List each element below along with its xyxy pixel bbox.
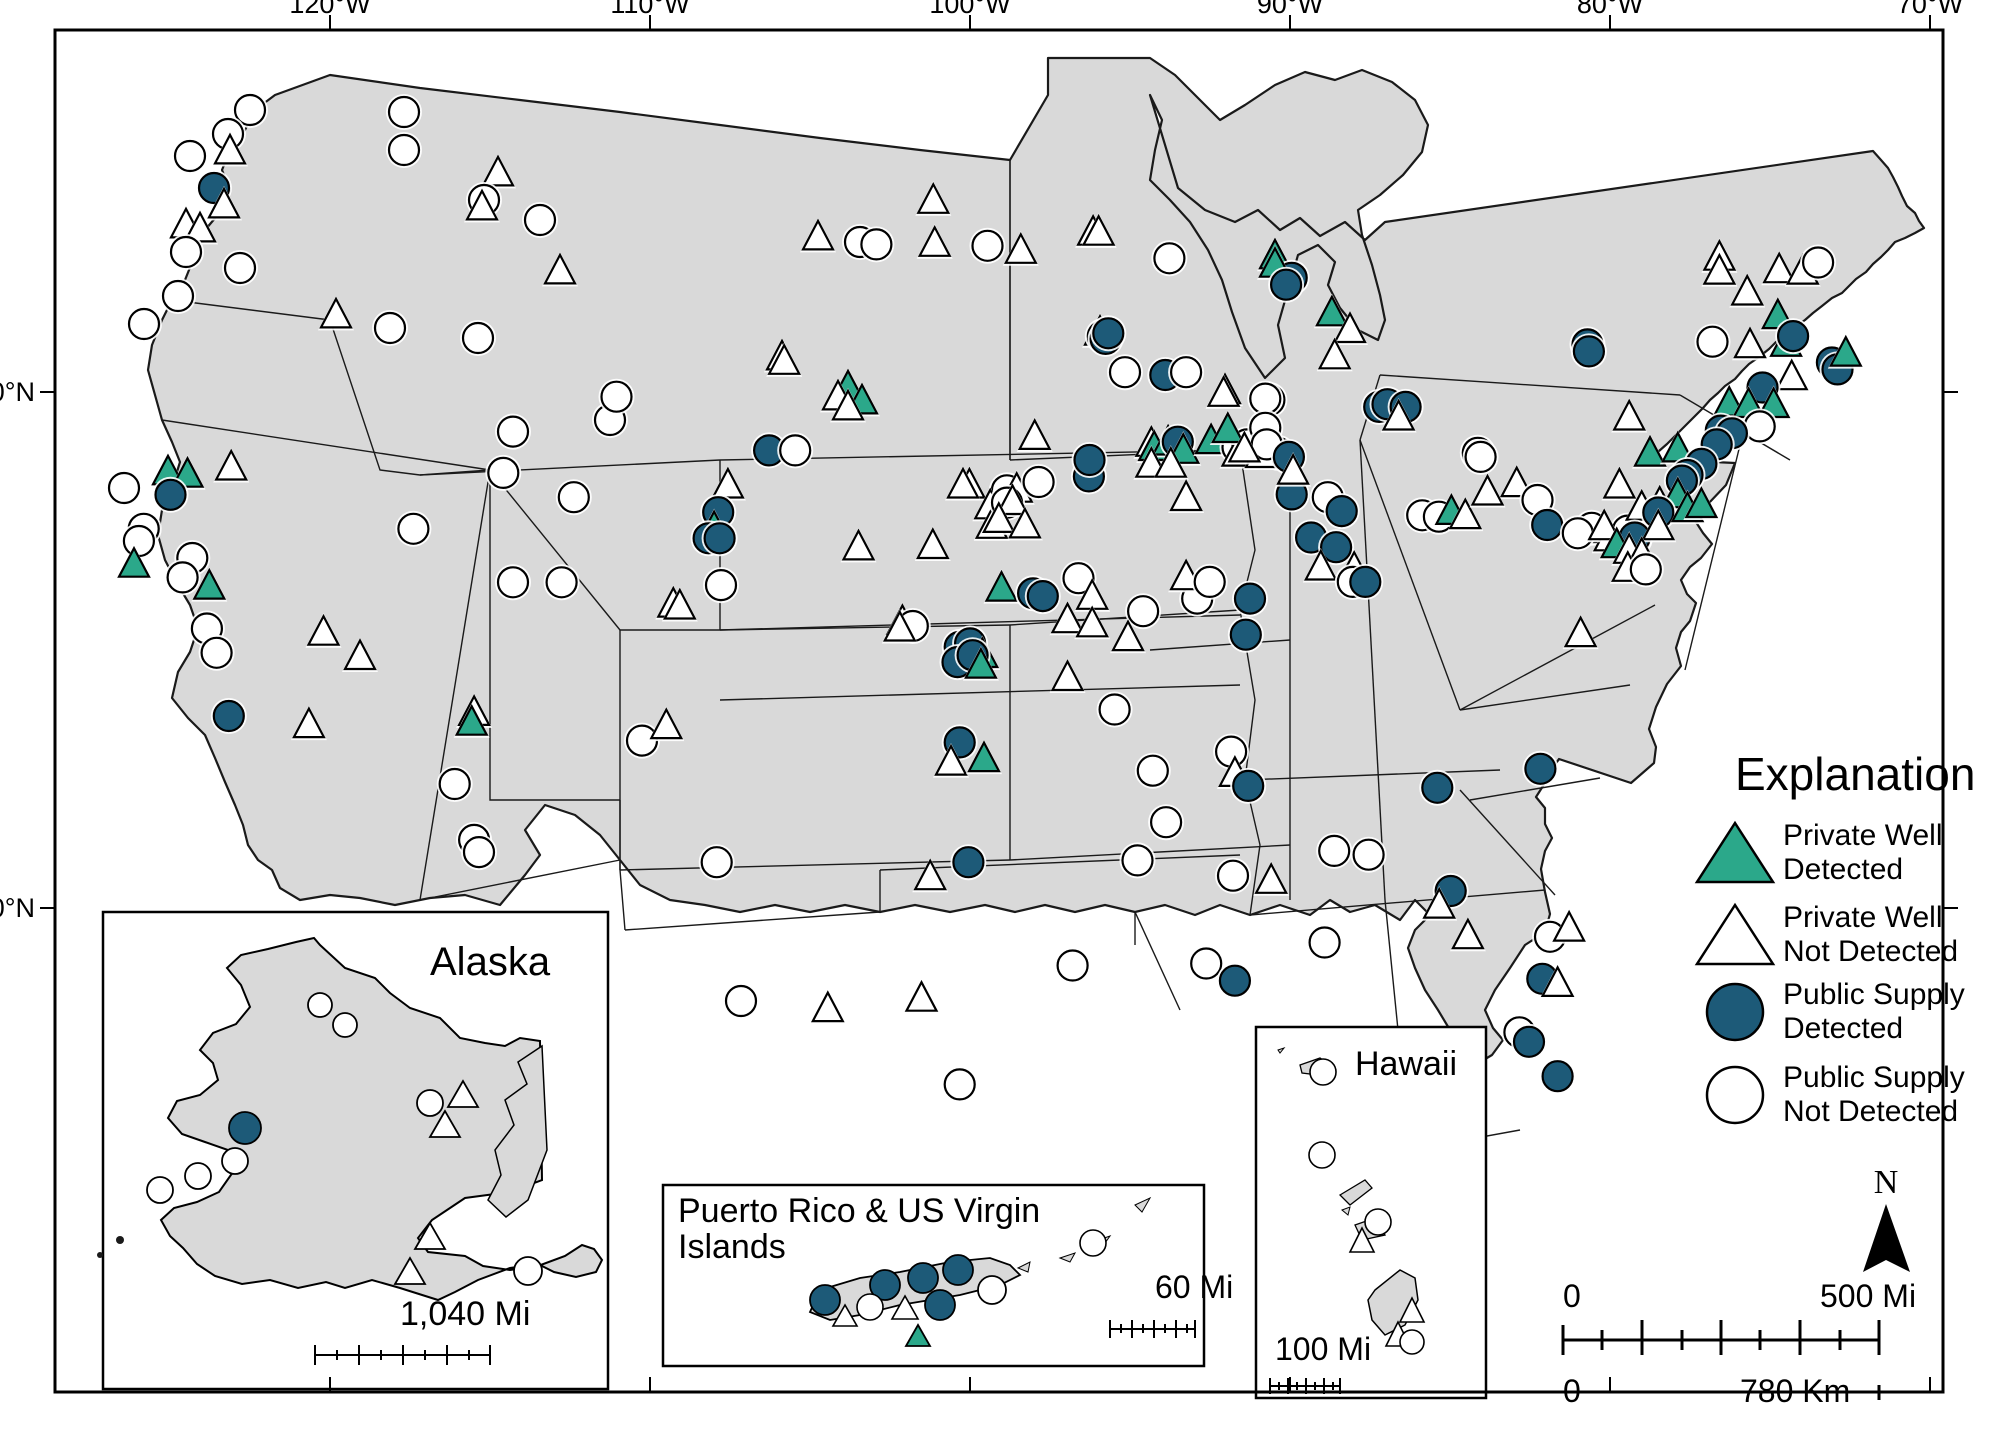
svg-text:780 Km: 780 Km: [1740, 1373, 1850, 1409]
svg-text:100°W: 100°W: [929, 0, 1011, 19]
svg-text:30°N: 30°N: [0, 893, 35, 923]
svg-text:Detected: Detected: [1783, 1012, 1903, 1045]
svg-text:60 Mi: 60 Mi: [1155, 1269, 1233, 1305]
svg-text:Private Well: Private Well: [1783, 901, 1943, 934]
svg-text:80°W: 80°W: [1577, 0, 1644, 19]
svg-text:N: N: [1874, 1164, 1899, 1201]
svg-text:500 Mi: 500 Mi: [1820, 1278, 1916, 1314]
svg-text:40°N: 40°N: [0, 377, 35, 407]
svg-text:Public Supply: Public Supply: [1783, 1061, 1965, 1094]
svg-text:Alaska: Alaska: [430, 940, 551, 984]
svg-text:Detected: Detected: [1783, 853, 1903, 886]
svg-text:Private Well: Private Well: [1783, 819, 1943, 852]
svg-text:110°W: 110°W: [610, 0, 690, 19]
svg-text:Explanation: Explanation: [1735, 748, 1975, 800]
svg-text:0: 0: [1563, 1278, 1581, 1314]
svg-text:100 Mi: 100 Mi: [1275, 1331, 1371, 1367]
svg-text:1,040 Mi: 1,040 Mi: [400, 1295, 530, 1333]
svg-text:Public Supply: Public Supply: [1783, 978, 1965, 1011]
svg-text:70°W: 70°W: [1897, 0, 1964, 19]
svg-text:Islands: Islands: [678, 1228, 786, 1266]
svg-text:120°W: 120°W: [289, 0, 371, 19]
svg-text:Not Detected: Not Detected: [1783, 1095, 1958, 1128]
svg-text:Hawaii: Hawaii: [1355, 1045, 1457, 1083]
svg-text:0: 0: [1563, 1373, 1581, 1409]
svg-text:Not Detected: Not Detected: [1783, 935, 1958, 968]
svg-text:90°W: 90°W: [1257, 0, 1324, 19]
svg-text:Puerto Rico & US Virgin: Puerto Rico & US Virgin: [678, 1192, 1040, 1230]
